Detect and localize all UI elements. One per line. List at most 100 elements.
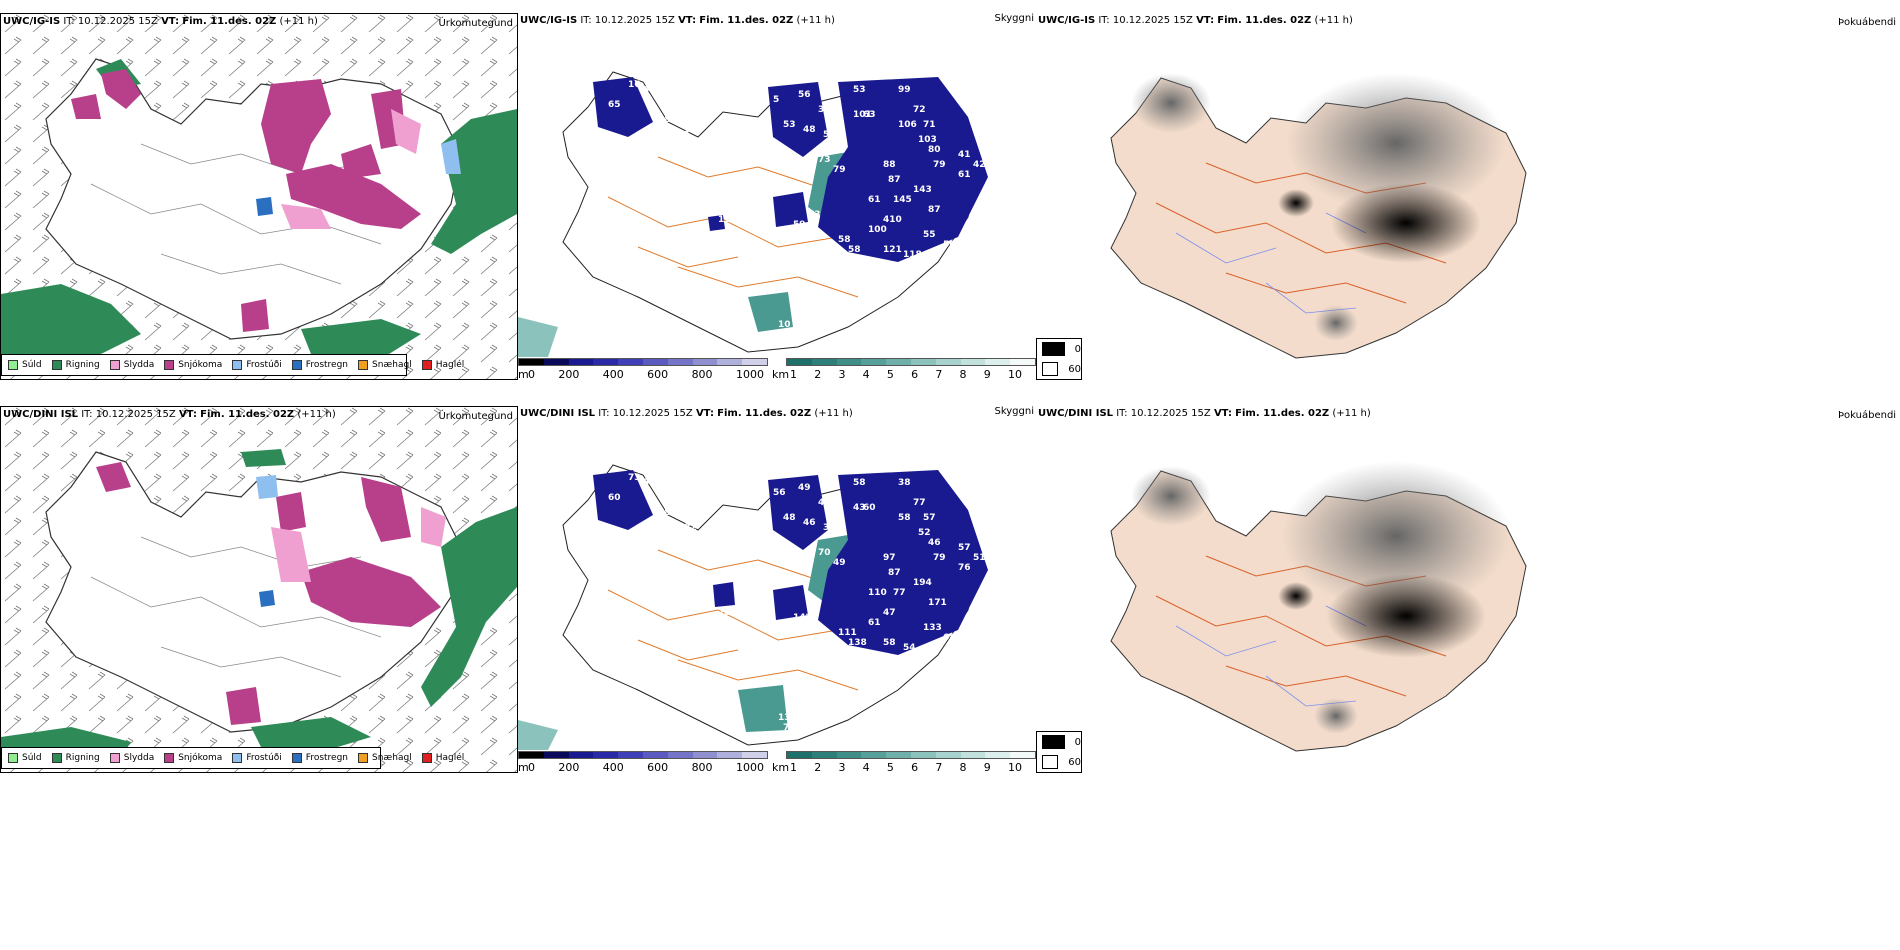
snow-area xyxy=(96,462,131,492)
legend-swatch xyxy=(51,753,62,763)
precip-panel-row2: UWC/DINI ISL IT: 10.12.2025 15Z VT: Fim.… xyxy=(0,406,518,773)
fog-map-row1 xyxy=(1110,73,1527,359)
cloud-area xyxy=(773,585,808,620)
fog-panel-row2: UWC/DINI ISL IT: 10.12.2025 15Z VT: Fim.… xyxy=(1036,406,1900,773)
legend-item: Rigning xyxy=(51,753,100,763)
cloud-ticks: 0 200 400 600 800 1000 xyxy=(528,761,764,774)
rain-area xyxy=(241,449,286,467)
precip-legend: Súld Rigning Slydda Snjókoma Frostúði Fr… xyxy=(1,354,464,376)
cloud-height-label: 138 xyxy=(848,638,867,648)
fog-swatch xyxy=(1042,755,1059,769)
cloud-height-label: 56 xyxy=(643,478,656,488)
legend-item: Frostúði xyxy=(232,753,282,763)
cloud-height-label: 38 xyxy=(898,478,911,488)
cloud-height-label: 57 xyxy=(958,543,971,553)
cloud-height-label: 142 xyxy=(793,613,812,623)
legend-swatch xyxy=(232,360,243,370)
cloud-height-label: 78 xyxy=(658,508,671,518)
cloud-height-label: 63 xyxy=(863,110,876,120)
legend-item: Snjókoma xyxy=(164,753,222,763)
vis-unit: km xyxy=(772,761,790,774)
cloud-height-label: 72 xyxy=(913,105,926,115)
vis-unit: km xyxy=(772,368,790,381)
cbar-seg xyxy=(787,752,812,758)
legend-swatch xyxy=(8,360,18,370)
cloud-height-label: 100 xyxy=(868,225,887,235)
cbar-seg xyxy=(519,359,544,365)
cbar-seg xyxy=(886,752,911,758)
cloud-height-label: 54 xyxy=(903,643,916,653)
legend-item: Frostregn xyxy=(291,360,348,370)
legend-swatch xyxy=(358,360,369,370)
cloud-height-label: 194 xyxy=(913,578,932,588)
legend-item: Rigning xyxy=(51,360,100,370)
cloud-unit: m xyxy=(518,368,529,381)
cloud-height-label: 76 xyxy=(958,563,971,573)
cloud-area xyxy=(768,82,828,157)
cloud-height-label: 130 xyxy=(778,713,797,723)
cloud-height-label: 171 xyxy=(928,598,947,608)
frz-rain-area xyxy=(256,197,273,216)
cloud-height-label: 50 xyxy=(823,130,836,140)
cloud-title: Skyggni xyxy=(994,406,1034,417)
cbar-seg xyxy=(642,752,668,758)
cloud-height-label: 5 xyxy=(773,95,779,105)
snow-area xyxy=(276,492,306,532)
cloud-height-label: 79 xyxy=(933,553,946,563)
sleet-area xyxy=(391,109,421,154)
sleet-area xyxy=(271,527,311,582)
legend-swatch xyxy=(109,360,120,370)
cbar-seg xyxy=(811,359,837,365)
legend-swatch xyxy=(164,753,175,763)
cbar-seg xyxy=(543,359,569,365)
snow-area xyxy=(241,299,269,332)
cbar-seg xyxy=(836,359,862,365)
cbar-seg xyxy=(1010,752,1035,758)
cbar-seg xyxy=(935,359,961,365)
legend-item: Snjókoma xyxy=(164,360,222,370)
cloud-height-label: 410 xyxy=(883,215,902,225)
cbar-seg xyxy=(593,359,619,365)
precip-header-row2: UWC/DINI ISL IT: 10.12.2025 15Z VT: Fim.… xyxy=(3,409,336,420)
cloud-height-label: 58 xyxy=(898,513,911,523)
cloud-height-label: 101 xyxy=(853,110,872,120)
fog-map-row2 xyxy=(1110,461,1527,752)
precip-map-row2 xyxy=(1,407,517,772)
cloud-height-label: 58 xyxy=(883,638,896,648)
cloud-height-label: 42 xyxy=(973,160,986,170)
cloud-area xyxy=(768,475,828,550)
cbar-seg xyxy=(618,752,643,758)
fog-header-row2: UWC/DINI ISL IT: 10.12.2025 15Z VT: Fim.… xyxy=(1038,408,1371,419)
frz-rain-area xyxy=(259,590,275,607)
legend-swatch xyxy=(164,360,175,370)
cloud-height-label: 60 xyxy=(808,603,821,613)
cloud-height-label: 10 xyxy=(778,320,791,330)
precip-map-row1 xyxy=(1,14,517,379)
cloud-height-label: 70 xyxy=(818,548,831,558)
legend-swatch xyxy=(291,360,302,370)
cloud-height-label: 77 xyxy=(913,498,926,508)
vis-ticks: 1 2 3 4 5 6 7 8 9 10 xyxy=(790,368,1022,381)
cloud-height-label: 38 xyxy=(823,523,836,533)
cbar-seg xyxy=(886,359,911,365)
cloud-ticks: 0 200 400 600 800 1000 xyxy=(528,368,764,381)
fog-legend: 0 60 xyxy=(1036,731,1082,773)
cloud-area xyxy=(818,77,988,262)
cloud-height-label: 145 xyxy=(893,195,912,205)
cloud-height-label: 65 xyxy=(608,100,621,110)
cbar-seg xyxy=(618,359,643,365)
cloud-height-label: 60 xyxy=(608,493,621,503)
cloud-height-label: 47 xyxy=(883,608,896,618)
precip-title: Úrkomutegund xyxy=(438,18,513,29)
cloud-height-label: 49 xyxy=(833,558,846,568)
cloud-colorbar xyxy=(518,751,768,759)
cloud-height-label: 73 xyxy=(808,210,821,220)
cloud-height-label: 58 xyxy=(838,235,851,245)
iceland-outline xyxy=(45,58,462,340)
cbar-seg xyxy=(692,359,718,365)
cloud-height-label: 80 xyxy=(928,145,941,155)
cloud-height-label: 110 xyxy=(868,588,887,598)
cbar-seg xyxy=(593,752,619,758)
cbar-seg xyxy=(985,359,1011,365)
